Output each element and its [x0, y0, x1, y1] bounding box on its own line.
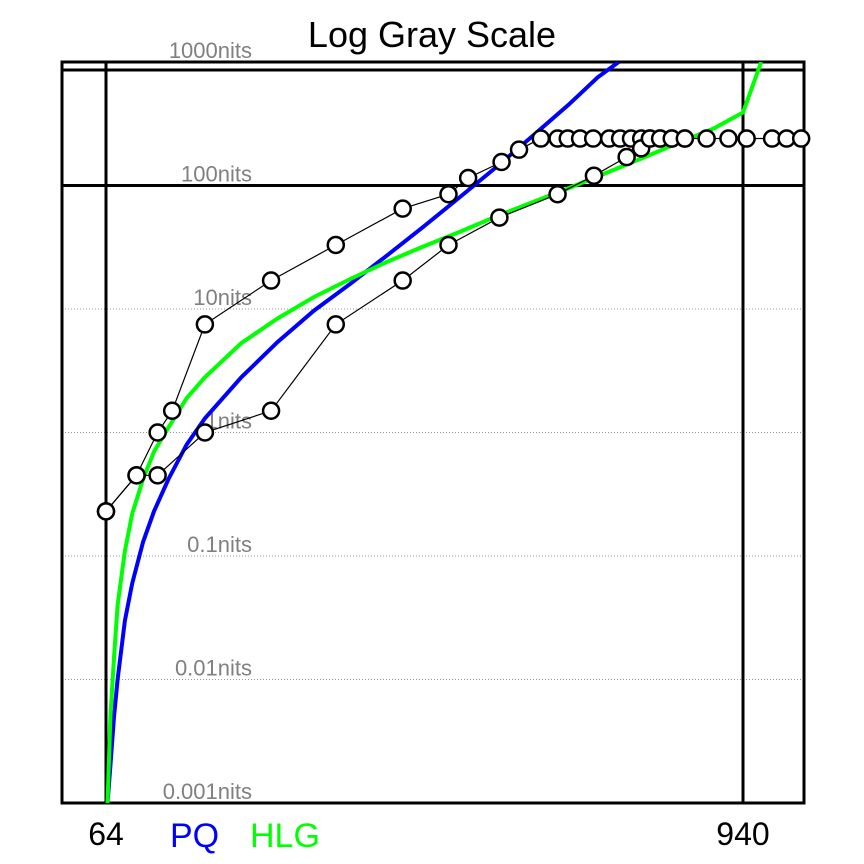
data-point — [697, 129, 716, 148]
data-point — [719, 129, 738, 148]
y-tick-label: 0.1nits — [187, 532, 252, 557]
x-tick-label: 940 — [716, 816, 769, 852]
data-point — [439, 184, 458, 204]
data-point — [509, 140, 529, 159]
data-point — [148, 466, 167, 485]
y-tick-label: 1000nits — [169, 38, 252, 63]
data-point — [737, 129, 756, 148]
data-point — [393, 199, 412, 218]
data-point — [458, 168, 478, 188]
data-point — [261, 271, 281, 290]
chart-title: Log Gray Scale — [308, 14, 556, 55]
data-point — [96, 502, 116, 521]
legend-label-hlg: HLG — [250, 817, 320, 855]
data-point — [148, 423, 167, 442]
data-point — [195, 423, 215, 442]
data-point — [492, 152, 511, 172]
data-point — [393, 271, 412, 290]
plot-area: 1000nits100nits10nits1nits0.1nits0.01nit… — [60, 38, 811, 855]
legend-label-pq: PQ — [170, 817, 219, 855]
data-point — [326, 235, 346, 255]
data-point — [583, 129, 603, 148]
plot-border — [60, 60, 806, 805]
data-point — [127, 466, 146, 485]
marker-series-line-0 — [105, 137, 685, 512]
data-point — [548, 184, 567, 204]
data-point — [490, 208, 509, 227]
data-point — [326, 315, 346, 334]
data-point — [791, 129, 811, 148]
data-point — [675, 129, 695, 148]
data-point — [439, 235, 458, 255]
data-point — [162, 401, 182, 421]
data-point — [195, 315, 215, 334]
x-tick-label: 64 — [88, 816, 124, 852]
data-point — [584, 166, 604, 185]
data-point — [261, 401, 281, 421]
data-point — [531, 129, 551, 148]
y-tick-label: 0.001nits — [163, 779, 252, 804]
y-tick-label: 0.01nits — [175, 656, 252, 681]
y-tick-label: 100nits — [181, 162, 252, 187]
y-tick-label: 10nits — [193, 285, 252, 310]
data-point — [617, 147, 636, 167]
